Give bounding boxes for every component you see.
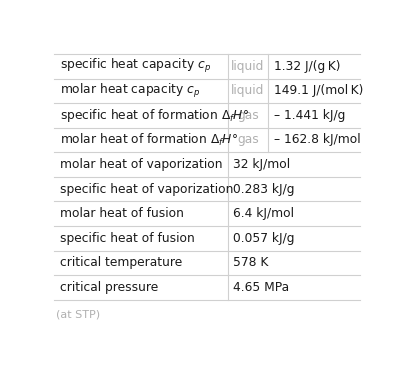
Text: 32 kJ/mol: 32 kJ/mol	[234, 158, 290, 171]
Text: – 1.441 kJ/g: – 1.441 kJ/g	[274, 109, 345, 122]
Text: (at STP): (at STP)	[56, 310, 100, 320]
Text: specific heat of fusion: specific heat of fusion	[60, 232, 195, 245]
Text: gas: gas	[237, 134, 259, 146]
Text: molar heat of fusion: molar heat of fusion	[60, 207, 184, 220]
Text: 6.4 kJ/mol: 6.4 kJ/mol	[234, 207, 295, 220]
Text: specific heat of vaporization: specific heat of vaporization	[60, 183, 233, 196]
Text: 1.32 J/(g K): 1.32 J/(g K)	[274, 60, 340, 73]
Text: 4.65 MPa: 4.65 MPa	[234, 281, 290, 294]
Text: 149.1 J/(mol K): 149.1 J/(mol K)	[274, 84, 363, 97]
Text: molar heat capacity $c_p$: molar heat capacity $c_p$	[60, 82, 200, 100]
Text: – 162.8 kJ/mol: – 162.8 kJ/mol	[274, 134, 360, 146]
Text: 578 K: 578 K	[234, 257, 269, 269]
Text: 0.057 kJ/g: 0.057 kJ/g	[234, 232, 295, 245]
Text: specific heat capacity $c_p$: specific heat capacity $c_p$	[60, 57, 211, 75]
Text: specific heat of formation $\Delta_f H$°: specific heat of formation $\Delta_f H$°	[60, 107, 249, 124]
Text: liquid: liquid	[231, 60, 265, 73]
Text: critical temperature: critical temperature	[60, 257, 182, 269]
Text: gas: gas	[237, 109, 259, 122]
Text: 0.283 kJ/g: 0.283 kJ/g	[234, 183, 295, 196]
Text: liquid: liquid	[231, 84, 265, 97]
Text: critical pressure: critical pressure	[60, 281, 158, 294]
Text: molar heat of vaporization: molar heat of vaporization	[60, 158, 222, 171]
Text: molar heat of formation $\Delta_f H$°: molar heat of formation $\Delta_f H$°	[60, 132, 238, 148]
